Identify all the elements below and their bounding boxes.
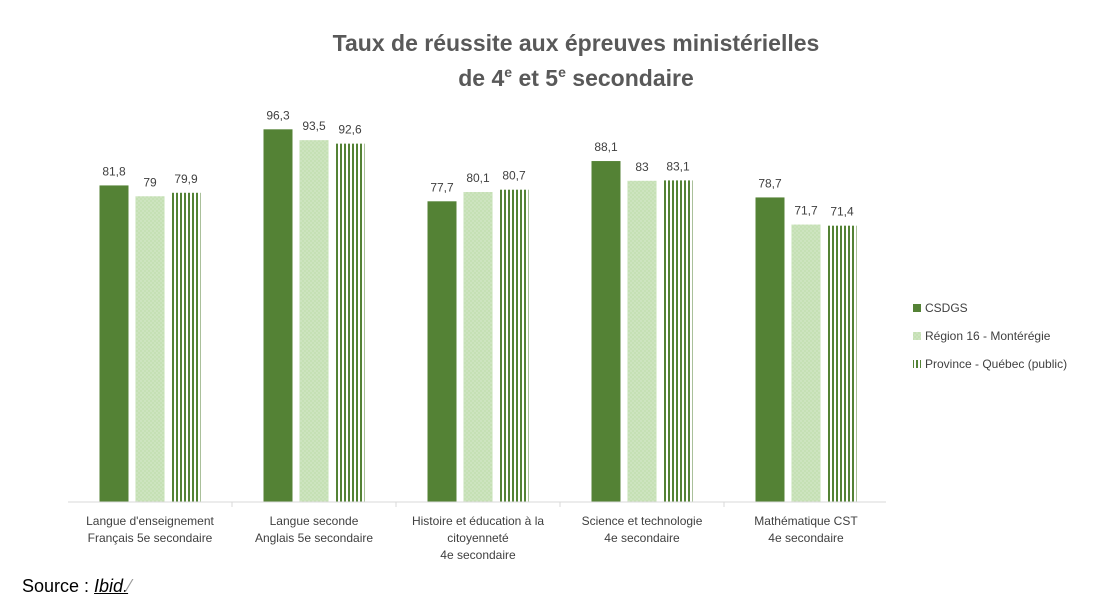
category-label-3-line-2: citoyenneté — [447, 531, 509, 545]
chart-title: Taux de réussite aux épreuves ministérie… — [333, 30, 820, 56]
bar-2-series-3 — [335, 143, 365, 502]
bar-5-series-1 — [755, 197, 785, 502]
title-line2-mid: et 5 — [512, 65, 558, 91]
legend-swatch-1 — [913, 304, 921, 312]
bar-1-series-1 — [99, 185, 129, 502]
category-label-2-line-2: Anglais 5e secondaire — [255, 531, 373, 545]
category-label-3-line-3: 4e secondaire — [440, 548, 516, 562]
data-label-1-2: 79 — [143, 175, 157, 189]
data-label-4-1: 88,1 — [594, 140, 618, 154]
data-label-3-1: 77,7 — [430, 180, 454, 194]
legend-label-1: CSDGS — [925, 301, 968, 315]
bar-4-series-2 — [627, 180, 657, 503]
data-label-3-2: 80,1 — [466, 171, 490, 185]
category-label-5-line-1: Mathématique CST — [754, 514, 858, 528]
bar-2-series-2 — [299, 140, 329, 502]
plot-area: 81,8 79 79,9 96,3 93,5 92,6 77,7 80,1 80,7 88,1 83… — [99, 108, 857, 503]
data-label-4-3: 83,1 — [666, 159, 690, 173]
bar-3-series-1 — [427, 201, 457, 502]
category-label-4-line-1: Science et technologie — [582, 514, 703, 528]
legend-label-2: Région 16 - Montérégie — [925, 329, 1051, 343]
title-line2-sup1: e — [504, 64, 512, 80]
data-label-3-3: 80,7 — [502, 169, 526, 183]
bar-4-series-1 — [591, 161, 621, 503]
data-label-5-1: 78,7 — [758, 176, 782, 190]
category-label-4-line-2: 4e secondaire — [604, 531, 680, 545]
data-label-2-3: 92,6 — [338, 123, 362, 137]
data-label-5-3: 71,4 — [830, 205, 854, 219]
data-label-4-2: 83 — [635, 160, 649, 174]
data-label-1-3: 79,9 — [174, 172, 198, 186]
source-reference-link[interactable]: Ibid. — [94, 576, 129, 596]
category-label-2-line-1: Langue seconde — [270, 514, 359, 528]
source-note: Source : Ibid.⁄ — [22, 576, 131, 597]
category-label-1-line-2: Français 5e secondaire — [88, 531, 213, 545]
legend-swatch-2 — [913, 332, 921, 340]
bar-5-series-3 — [827, 225, 857, 502]
title-line2-pre: de 4 — [458, 65, 504, 91]
bar-3-series-2 — [463, 192, 493, 502]
legend-label-3: Province - Québec (public) — [925, 357, 1067, 371]
bar-1-series-2 — [135, 196, 165, 502]
legend: CSDGS Région 16 - Montérégie Province - Qu… — [913, 301, 1067, 371]
cursor-mark: ⁄ — [128, 576, 132, 596]
category-axis-labels: Langue d'enseignement Français 5e seconda… — [86, 502, 858, 562]
title-line2-sup2: e — [558, 64, 566, 80]
category-label-5-line-2: 4e secondaire — [768, 531, 844, 545]
bar-3-series-3 — [499, 189, 529, 503]
chart-title-line2: de 4e et 5e secondaire — [458, 64, 694, 91]
data-label-5-2: 71,7 — [794, 204, 818, 218]
bar-4-series-3 — [663, 180, 693, 502]
source-prefix: Source : — [22, 576, 95, 596]
category-label-3-line-1: Histoire et éducation à la — [412, 514, 544, 528]
data-label-1-1: 81,8 — [102, 164, 126, 178]
data-label-2-1: 96,3 — [266, 108, 290, 122]
bar-2-series-1 — [263, 129, 293, 502]
bar-1-series-3 — [171, 192, 201, 503]
data-label-2-2: 93,5 — [302, 119, 326, 133]
category-label-1-line-1: Langue d'enseignement — [86, 514, 214, 528]
legend-swatch-3 — [913, 360, 921, 368]
bar-5-series-2 — [791, 224, 821, 502]
title-line2-post: secondaire — [566, 65, 694, 91]
